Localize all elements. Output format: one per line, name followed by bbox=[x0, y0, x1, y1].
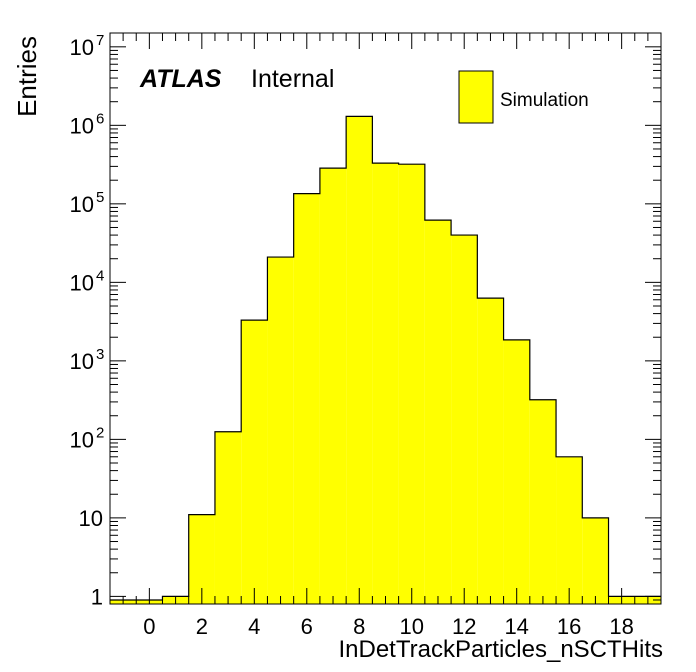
x-tick-label: 8 bbox=[353, 614, 365, 639]
x-tick-label: 18 bbox=[609, 614, 633, 639]
y-tick-exponent: 7 bbox=[96, 32, 104, 49]
legend-entry-simulation: Simulation bbox=[500, 90, 589, 111]
y-tick-label: 10 bbox=[70, 427, 94, 452]
x-tick-label: 2 bbox=[196, 614, 208, 639]
y-tick-exponent: 5 bbox=[96, 189, 104, 206]
atlas-label: ATLAS bbox=[139, 65, 222, 93]
histogram-bar bbox=[346, 116, 373, 605]
histogram-bar bbox=[477, 298, 504, 604]
x-tick-label: 14 bbox=[504, 614, 528, 639]
histogram-bar bbox=[372, 163, 399, 605]
histogram-outline bbox=[110, 115, 661, 601]
y-tick-exponent: 4 bbox=[96, 267, 104, 284]
histogram-bar bbox=[582, 517, 609, 604]
histogram-bar bbox=[267, 257, 294, 604]
x-tick-label: 0 bbox=[143, 614, 155, 639]
histogram-bars bbox=[110, 115, 661, 605]
histogram-bar bbox=[529, 399, 557, 604]
histogram-bar bbox=[293, 193, 320, 604]
y-tick-exponent: 2 bbox=[96, 424, 104, 441]
y-tick-label: 1 bbox=[91, 584, 103, 609]
x-tick-label: 4 bbox=[248, 614, 260, 639]
legend-swatch bbox=[458, 70, 494, 124]
y-tick-exponent: 6 bbox=[96, 110, 104, 127]
histogram-bar bbox=[424, 220, 452, 604]
y-tick-label: 10 bbox=[70, 35, 94, 60]
x-tick-label: 16 bbox=[557, 614, 581, 639]
histogram-bar bbox=[556, 456, 583, 604]
x-tick-label: 10 bbox=[399, 614, 423, 639]
y-tick-label: 10 bbox=[79, 506, 103, 531]
x-axis-label: InDetTrackParticles_nSCTHits bbox=[338, 636, 663, 663]
histogram-bar bbox=[319, 168, 347, 604]
y-tick-label: 10 bbox=[70, 270, 94, 295]
x-tick-label: 12 bbox=[452, 614, 476, 639]
histogram-bar bbox=[241, 320, 268, 604]
x-tick-label: 6 bbox=[301, 614, 313, 639]
histogram-bar bbox=[398, 164, 425, 605]
histogram-bar bbox=[451, 235, 478, 605]
internal-label: Internal bbox=[251, 65, 334, 93]
y-tick-label: 10 bbox=[70, 113, 94, 138]
histogram-bar bbox=[503, 339, 530, 604]
y-tick-label: 10 bbox=[70, 192, 94, 217]
y-tick-exponent: 3 bbox=[96, 346, 104, 363]
histogram-bar bbox=[214, 431, 242, 604]
y-tick-label: 10 bbox=[70, 349, 94, 374]
plot-frame bbox=[109, 32, 662, 605]
y-axis-label: Entries bbox=[12, 36, 42, 117]
